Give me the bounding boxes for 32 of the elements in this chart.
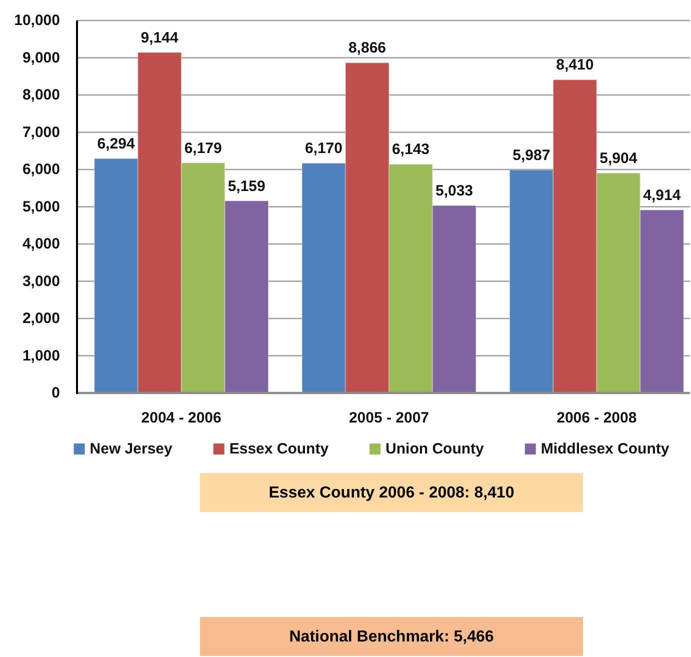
data-label: 5,987 <box>512 146 550 164</box>
data-label: 9,144 <box>140 29 179 46</box>
legend-label: Essex County <box>229 440 330 458</box>
x-tick-label: 2004 - 2006 <box>141 410 222 426</box>
y-tick-label: 3,000 <box>22 272 60 290</box>
text: National Benchmark: 5,466 <box>289 628 494 646</box>
data-label: 8,410 <box>556 56 594 74</box>
legend-label: New Jersey <box>90 440 174 458</box>
data-label: 6,294 <box>97 136 136 153</box>
data-label: 5,159 <box>228 178 266 195</box>
legend-label: Middlesex County <box>540 440 670 458</box>
data-label: 8,866 <box>348 40 386 57</box>
x-tick-label: 2005 - 2007 <box>348 410 430 426</box>
y-tick-label: 1,000 <box>22 347 60 364</box>
data-label: 5,033 <box>435 182 474 200</box>
y-tick-label: 0 <box>52 384 60 402</box>
y-tick-label: 4,000 <box>22 236 60 252</box>
text: Essex County 2006 - 2008: 8,410 <box>268 484 514 502</box>
y-tick-label: 9,000 <box>22 49 60 66</box>
y-tick-label: 7,000 <box>22 124 60 141</box>
y-tick-label: 6,000 <box>22 161 60 178</box>
y-tick-label: 5,000 <box>22 198 60 216</box>
data-label: 6,143 <box>392 141 430 158</box>
legend-label: Union County <box>386 440 485 458</box>
data-label: 4,914 <box>643 186 682 204</box>
data-label: 6,170 <box>304 140 343 158</box>
y-tick-label: 10,000 <box>14 12 60 29</box>
data-label: 6,179 <box>184 140 222 157</box>
data-label: 5,904 <box>600 150 638 168</box>
y-tick-label: 2,000 <box>22 310 60 327</box>
x-tick-label: 2006 - 2008 <box>556 410 637 426</box>
y-tick-label: 8,000 <box>22 86 60 104</box>
